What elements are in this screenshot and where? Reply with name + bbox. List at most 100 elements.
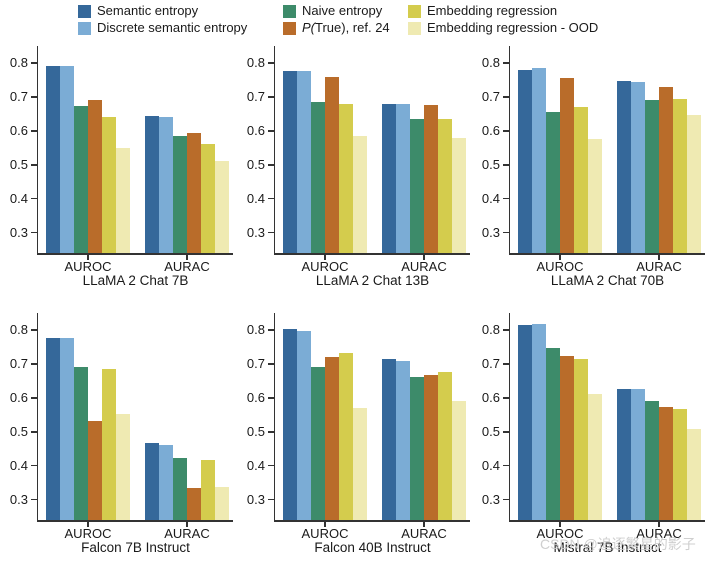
watermark: CSDN @追逐繁星的影子: [540, 536, 696, 552]
bar-aurac-series-3: [424, 105, 438, 253]
bar-aurac-series-3: [659, 407, 673, 520]
x-tick-label-auroc: AUROC: [64, 259, 112, 274]
bar-aurac-series-4: [673, 98, 687, 253]
legend-swatch-embedding-regression-ood: [408, 21, 421, 35]
y-tick-label: 0.5: [246, 424, 265, 440]
axes: 0.3 0.4 0.5 0.6 0.7 0.8 AUROC AURAC: [247, 46, 470, 274]
x-tick-label-auroc: AUROC: [301, 259, 349, 274]
y-tick: [267, 464, 274, 467]
legend-swatch-p-true: [283, 21, 296, 35]
bar-auroc-series-4: [339, 103, 353, 253]
bar-auroc-series-1: [297, 71, 311, 253]
bar-aurac-series-3: [187, 488, 201, 520]
subplot-title: Falcon 7B Instruct: [81, 540, 190, 555]
y-tick: [267, 231, 274, 234]
bar-aurac-series-4: [438, 372, 452, 520]
bar-aurac-series-5: [452, 401, 466, 520]
x-tick: [87, 521, 89, 527]
legend-item-discrete-semantic-entropy: Discrete semantic entropy: [78, 21, 247, 35]
y-tick: [30, 197, 37, 200]
x-axis-spine: [508, 253, 705, 255]
bar-auroc-series-2: [74, 366, 88, 520]
y-tick: [30, 329, 37, 331]
y-tick-label: 0.7: [246, 89, 265, 105]
legend-item-semantic-entropy: Semantic entropy: [78, 4, 198, 18]
y-tick: [267, 397, 274, 399]
bar-auroc-series-5: [116, 414, 130, 520]
bar-auroc-series-2: [74, 106, 88, 253]
bar-aurac-series-0: [145, 115, 159, 253]
bar-auroc-series-0: [283, 328, 297, 520]
legend-swatch-naive-entropy: [283, 4, 296, 18]
legend-label-embedding-regression-ood: Embedding regression - OOD: [427, 20, 599, 35]
x-tick: [324, 254, 326, 260]
bar-aurac-series-2: [645, 400, 659, 520]
y-tick-label: 0.3: [246, 225, 265, 241]
axes: 0.3 0.4 0.5 0.6 0.7 0.8 AUROC AURAC: [247, 313, 470, 541]
subplot-title: Falcon 40B Instruct: [314, 540, 431, 555]
x-tick: [423, 254, 425, 260]
y-tick-label: 0.7: [481, 356, 500, 372]
y-tick: [30, 62, 37, 64]
y-tick-label: 0.7: [246, 356, 265, 372]
bar-aurac-series-4: [201, 143, 215, 253]
y-tick: [30, 363, 37, 365]
bar-auroc-series-0: [518, 69, 532, 253]
y-tick-label: 0.3: [481, 225, 500, 241]
bar-auroc-series-4: [574, 107, 588, 253]
y-tick: [502, 329, 509, 331]
x-axis-spine: [273, 520, 470, 522]
y-tick: [30, 464, 37, 467]
bar-aurac-series-1: [396, 104, 410, 253]
y-tick: [267, 363, 274, 365]
subplot-llama-2-chat-7b: 0.3 0.4 0.5 0.6 0.7 0.8 AUROC AURAC LLaMA 2 Cha…: [10, 46, 233, 306]
x-tick: [324, 521, 326, 527]
legend-label-p-true: P(True), ref. 24: [302, 20, 390, 35]
bar-aurac-series-4: [201, 459, 215, 520]
bar-auroc-series-3: [88, 420, 102, 520]
y-tick-label: 0.4: [9, 458, 28, 474]
y-tick-label: 0.4: [246, 458, 265, 474]
bar-auroc-series-1: [532, 68, 546, 253]
y-tick: [267, 498, 274, 501]
y-tick: [502, 62, 509, 64]
x-tick-label-aurac: AURAC: [636, 259, 682, 274]
x-tick: [87, 254, 89, 260]
bar-auroc-series-3: [325, 76, 339, 253]
legend-label-embedding-regression: Embedding regression: [427, 3, 558, 18]
bar-aurac-series-1: [631, 81, 645, 253]
y-tick-label: 0.6: [481, 123, 500, 139]
bar-auroc-series-2: [546, 111, 560, 253]
bar-auroc-series-4: [102, 369, 116, 520]
y-tick: [502, 464, 509, 467]
bar-aurac-series-2: [410, 377, 424, 520]
x-tick-label-aurac: AURAC: [401, 259, 447, 274]
y-tick-label: 0.3: [246, 492, 265, 508]
x-tick: [559, 521, 561, 527]
y-axis-spine: [508, 46, 510, 255]
x-tick-label-aurac: AURAC: [164, 259, 210, 274]
y-tick: [502, 363, 509, 365]
y-tick-label: 0.5: [9, 157, 28, 173]
y-tick-label: 0.4: [246, 191, 265, 207]
subplot-llama-2-chat-13b: 0.3 0.4 0.5 0.6 0.7 0.8 AUROC AURAC LLaMA 2 Cha…: [247, 46, 470, 306]
x-tick: [559, 254, 561, 260]
x-tick-label-aurac: AURAC: [636, 526, 682, 541]
bar-aurac-series-5: [687, 429, 701, 520]
bar-auroc-series-4: [574, 359, 588, 520]
bar-auroc-series-2: [546, 347, 560, 520]
bar-aurac-series-1: [159, 445, 173, 520]
subplot-falcon-40b-instruct: 0.3 0.4 0.5 0.6 0.7 0.8 AUROC AURAC Falcon 40B …: [247, 313, 470, 573]
y-tick: [502, 498, 509, 501]
y-tick-label: 0.8: [481, 55, 500, 71]
subplot-title: LLaMA 2 Chat 70B: [550, 273, 665, 288]
y-tick-label: 0.8: [246, 322, 265, 338]
y-tick-label: 0.8: [246, 55, 265, 71]
legend-swatch-embedding-regression: [408, 4, 421, 18]
y-axis-spine: [508, 313, 510, 522]
y-tick-label: 0.4: [481, 191, 500, 207]
subplot-falcon-7b-instruct: 0.3 0.4 0.5 0.6 0.7 0.8 AUROC AURAC Falcon 7B I…: [10, 313, 233, 573]
x-tick: [658, 254, 660, 260]
y-tick: [30, 164, 37, 166]
